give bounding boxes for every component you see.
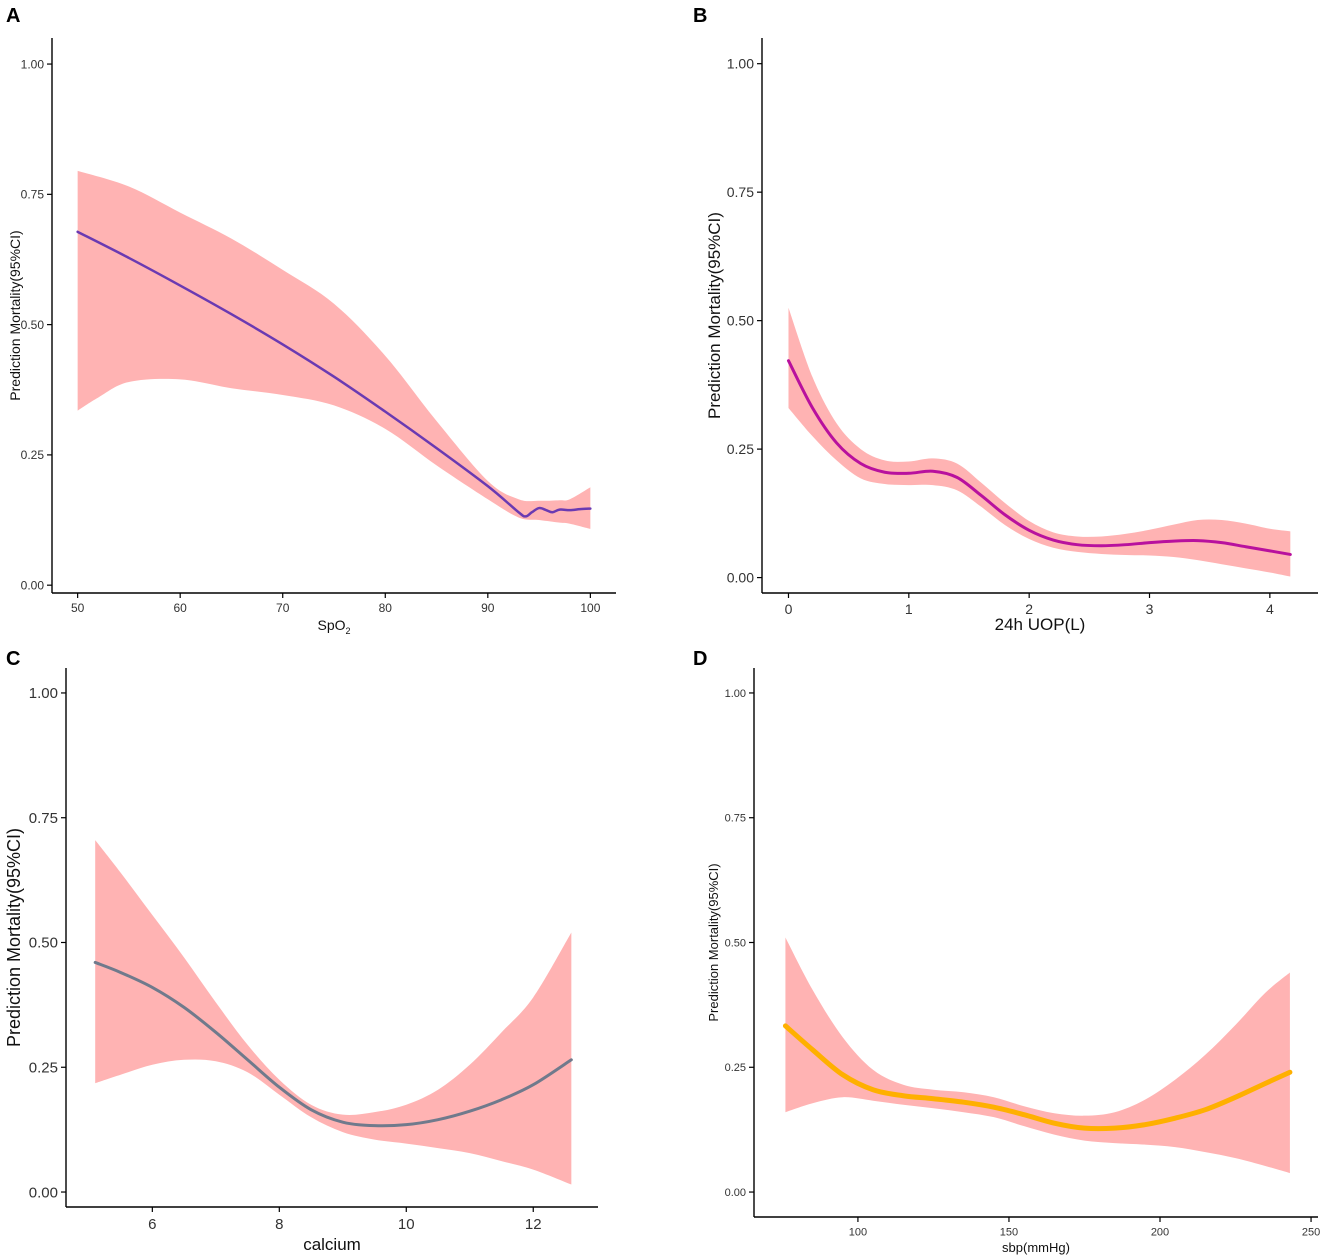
y-axis-label: Prediction Mortality(95%CI) xyxy=(7,230,23,400)
y-tick-label: 0.25 xyxy=(725,1062,746,1074)
x-axis-label-text: SpO xyxy=(317,617,345,633)
ci-band xyxy=(785,937,1290,1174)
panel-label: D xyxy=(693,648,707,670)
x-tick-label: 150 xyxy=(1000,1226,1018,1238)
x-tick-label: 8 xyxy=(275,1216,283,1233)
x-axis-label: sbp(mmHg) xyxy=(1002,1240,1070,1255)
x-axis-label-text: sbp(mmHg) xyxy=(1002,1240,1070,1255)
y-tick-label: 0.75 xyxy=(727,184,754,200)
x-tick-label: 3 xyxy=(1146,601,1154,617)
y-tick-label: 0.75 xyxy=(29,810,58,827)
x-tick-label: 4 xyxy=(1266,601,1274,617)
y-tick-label: 0.00 xyxy=(21,578,45,592)
x-tick-label: 250 xyxy=(1302,1226,1320,1238)
x-tick-label: 70 xyxy=(276,601,290,615)
x-tick-label: 100 xyxy=(580,601,600,615)
y-tick-label: 0.25 xyxy=(29,1060,58,1077)
x-tick-label: 90 xyxy=(481,601,495,615)
x-tick-label: 100 xyxy=(849,1226,867,1238)
ci-band xyxy=(95,840,572,1185)
panel-b: B 0.00 0.25 0.50 0.75 1.00 0 1 2 3 4 24h UOP(L) Pred… xyxy=(693,5,1318,634)
panel-a: A 0.00 0.25 0.50 0.75 1.00 50 60 70 80 90 100 SpO2 Pr… xyxy=(6,5,616,636)
prediction-line xyxy=(93,960,573,1128)
y-tick-label: 0.25 xyxy=(21,448,45,462)
y-tick-label: 1.00 xyxy=(725,688,746,700)
x-tick-label: 50 xyxy=(71,601,85,615)
y-tick-label: 0.50 xyxy=(725,937,746,949)
x-tick-label: 60 xyxy=(174,601,188,615)
y-tick-label: 0.25 xyxy=(727,441,754,457)
x-axis-label: SpO2 xyxy=(317,617,350,636)
prediction-line xyxy=(786,359,1292,556)
panel-label: A xyxy=(6,5,20,27)
panel-label: C xyxy=(6,648,20,670)
y-tick-label: 0.50 xyxy=(727,313,754,329)
panel-label: B xyxy=(693,5,707,27)
y-axis-label: Prediction Mortality(95%CI) xyxy=(705,212,724,419)
y-axis-label: Prediction Mortality(95%CI) xyxy=(4,828,24,1047)
y-axis-label: Prediction Mortality(95%CI) xyxy=(706,863,721,1021)
x-axis-label-text: 24h UOP(L) xyxy=(995,615,1086,634)
y-tick-label: 1.00 xyxy=(727,56,754,72)
x-axis-label-subscript: 2 xyxy=(346,626,351,636)
x-tick-label: 200 xyxy=(1151,1226,1169,1238)
x-tick-label: 6 xyxy=(148,1216,156,1233)
x-axis-label-text: calcium xyxy=(303,1235,361,1254)
ci-band xyxy=(77,170,591,529)
y-tick-label: 0.50 xyxy=(29,935,58,952)
ci-band xyxy=(788,307,1291,577)
y-tick-label: 0.00 xyxy=(725,1187,746,1199)
x-axis-label: 24h UOP(L) xyxy=(995,615,1086,634)
prediction-line xyxy=(782,1023,1293,1132)
y-tick-label: 0.75 xyxy=(21,188,45,202)
x-tick-label: 2 xyxy=(1025,601,1033,617)
y-tick-label: 0.00 xyxy=(29,1184,58,1201)
prediction-line xyxy=(76,230,592,518)
y-tick-label: 0.50 xyxy=(21,318,45,332)
x-tick-label: 0 xyxy=(785,601,793,617)
y-tick-label: 1.00 xyxy=(29,685,58,702)
x-tick-label: 12 xyxy=(525,1216,542,1233)
x-tick-label: 80 xyxy=(379,601,393,615)
x-tick-label: 10 xyxy=(398,1216,415,1233)
x-axis-label: calcium xyxy=(303,1235,361,1254)
y-tick-label: 1.00 xyxy=(21,57,45,71)
panel-c: C 0.00 0.25 0.50 0.75 1.00 6 8 10 12 calcium Predic… xyxy=(4,648,598,1254)
x-tick-label: 1 xyxy=(905,601,913,617)
y-tick-label: 0.75 xyxy=(725,813,746,825)
panel-d: D 0.00 0.25 0.50 0.75 1.00 100 150 200 250 sbp(mmH… xyxy=(693,648,1320,1255)
y-tick-label: 0.00 xyxy=(727,569,754,585)
